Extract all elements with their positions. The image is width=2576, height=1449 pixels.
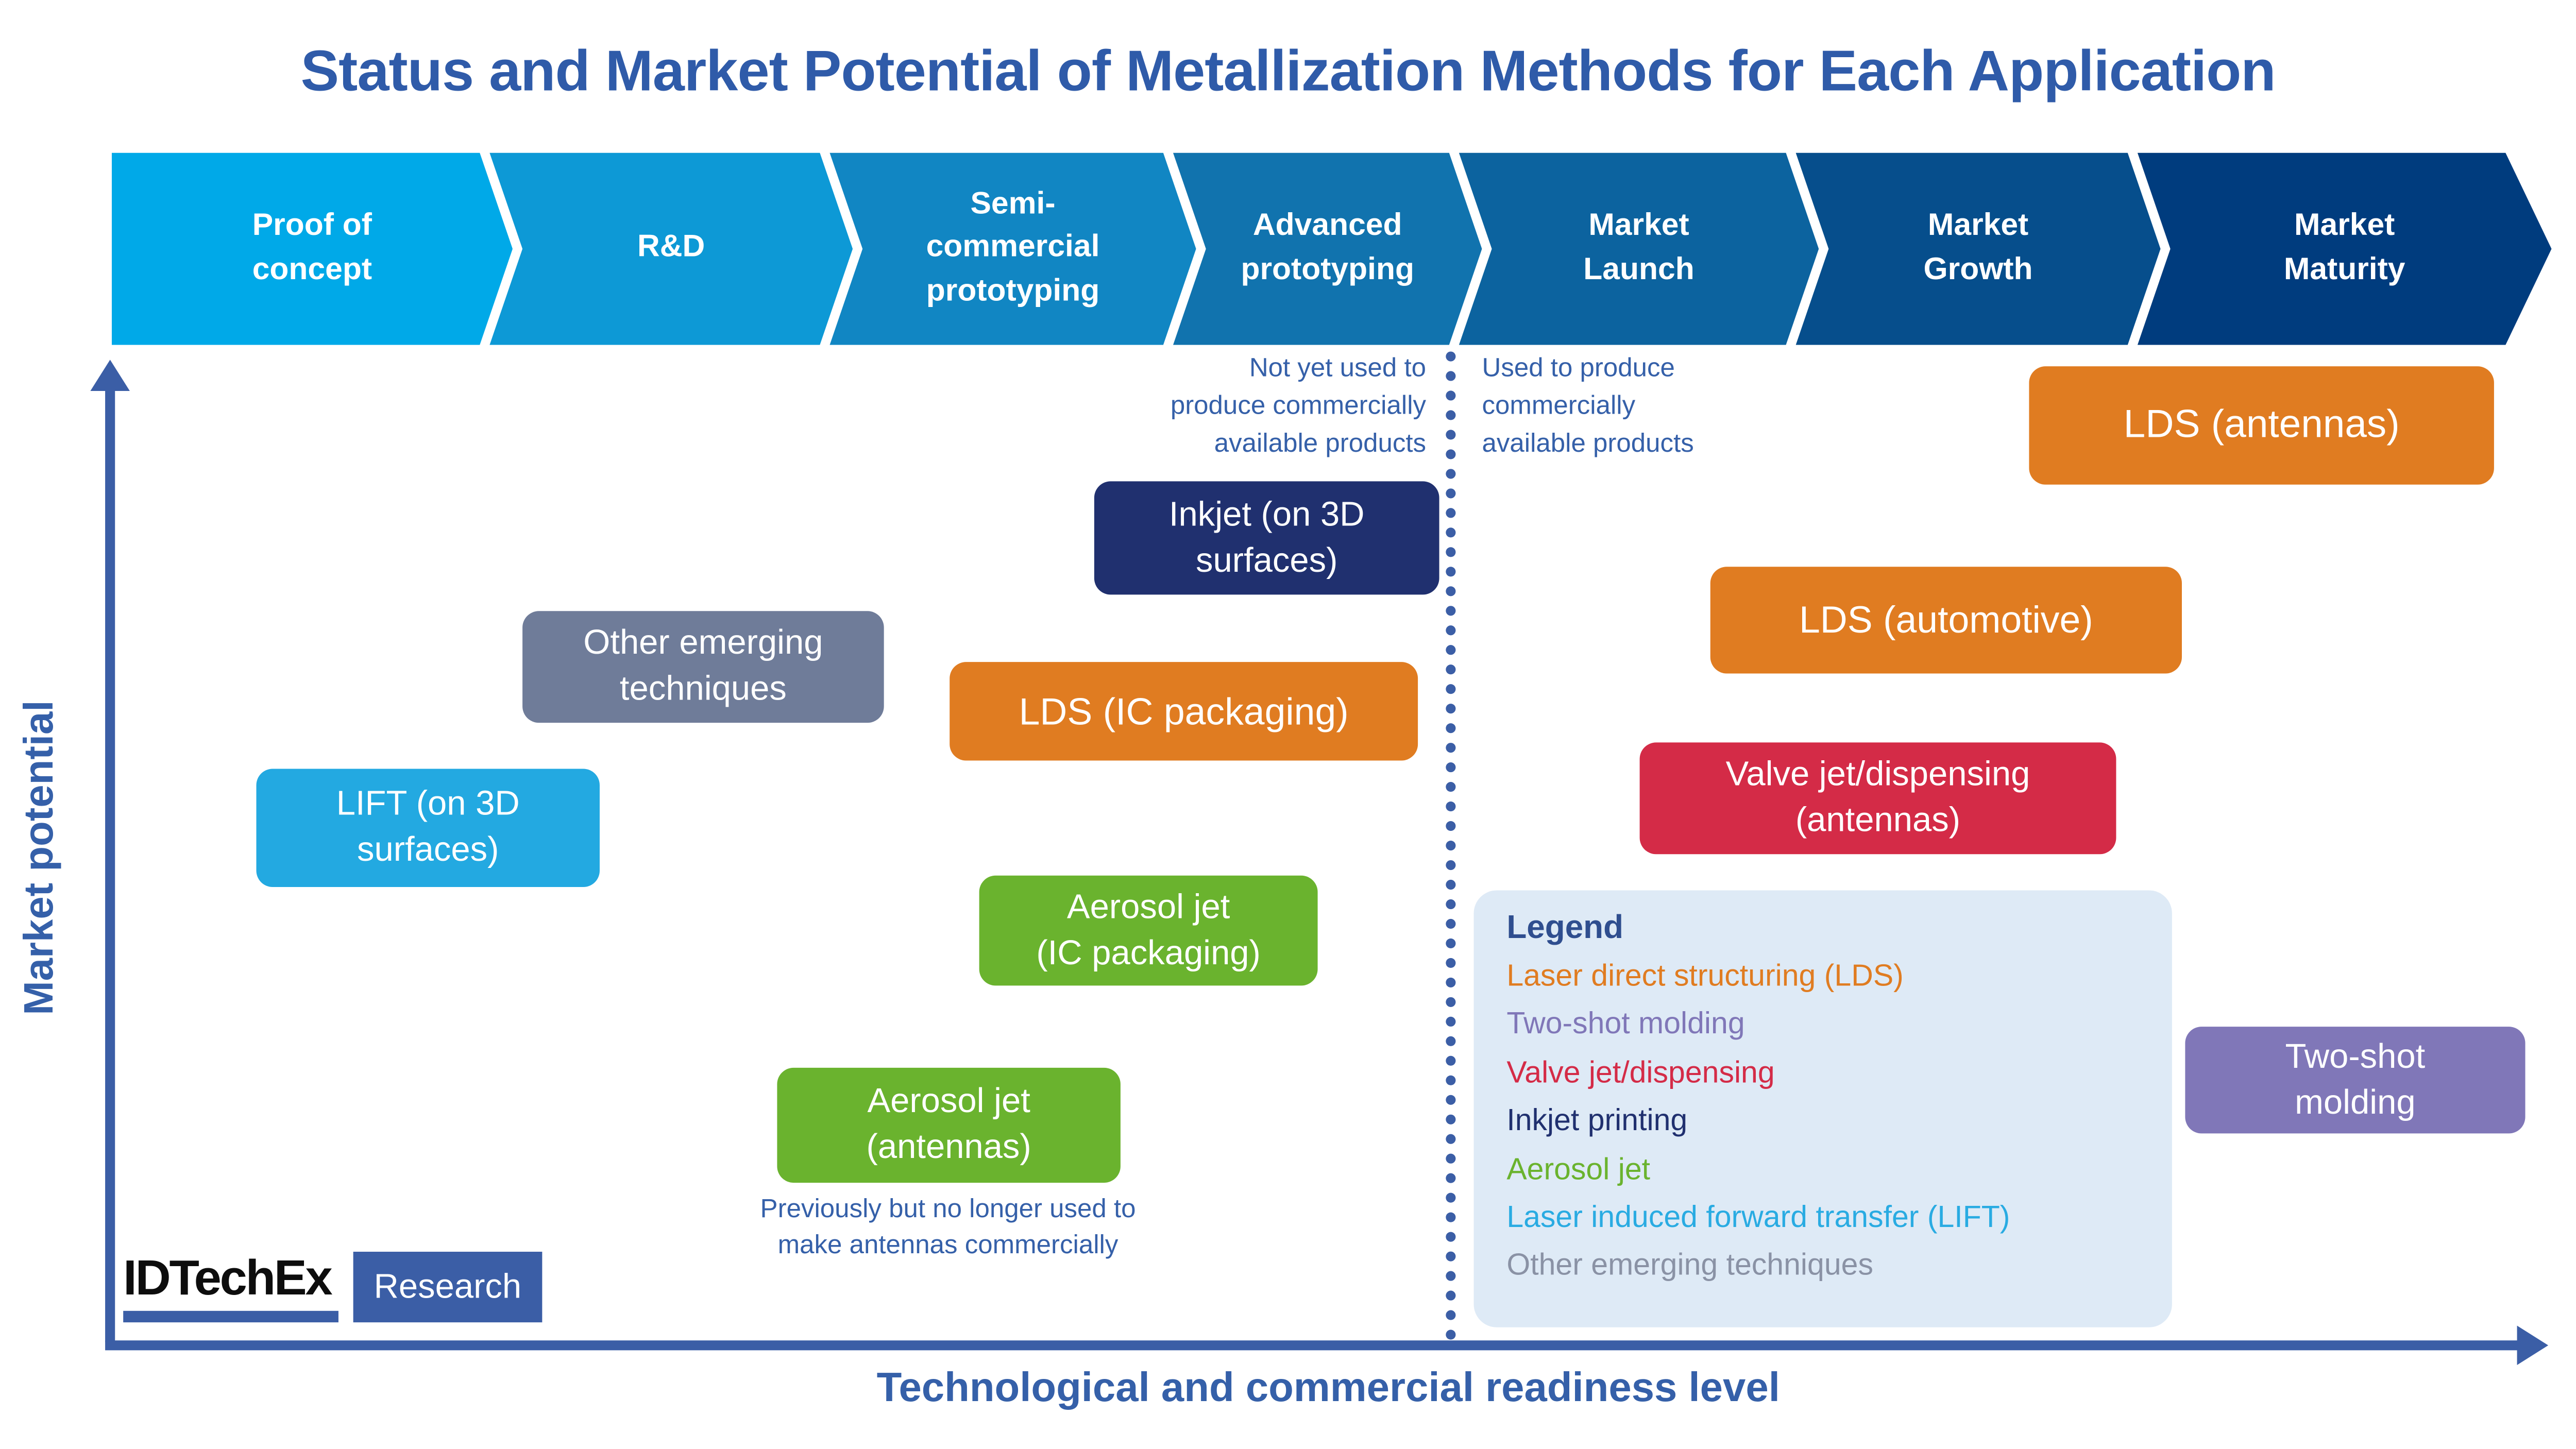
method-aerosol-jet-ic-packaging: Aerosol jet (IC packaging) xyxy=(979,875,1318,986)
method-inkjet-3d-surfaces: Inkjet (on 3D surfaces) xyxy=(1094,481,1439,595)
x-axis-line xyxy=(105,1340,2520,1351)
y-axis-arrow-icon xyxy=(90,360,130,391)
method-lds-ic-packaging: LDS (IC packaging) xyxy=(950,662,1418,761)
note-not-yet-commercial: Not yet used to produce commercially ava… xyxy=(1170,354,1427,459)
method-other-emerging-techniques: Other emerging techniques xyxy=(522,611,884,723)
idtechex-logo-brand: IDTechEx xyxy=(123,1252,338,1323)
method-lds-antennas: LDS (antennas) xyxy=(2029,366,2494,485)
stage-market-launch: Market Launch xyxy=(1459,153,1819,345)
legend-item-aerosol-jet: Aerosol jet xyxy=(1506,1151,1651,1186)
aerosol-antennas-footnote: Previously but no longer used to make an… xyxy=(760,1196,1136,1261)
note-commercial: Used to produce commercially available p… xyxy=(1482,354,1694,459)
legend-item-lds: Laser direct structuring (LDS) xyxy=(1506,958,1904,993)
x-axis-label: Technological and commercial readiness l… xyxy=(876,1365,1780,1411)
method-two-shot-molding: Two-shot molding xyxy=(2185,1027,2526,1134)
method-valve-jet-dispensing-antennas: Valve jet/dispensing (antennas) xyxy=(1639,742,2116,855)
y-axis-label: Market potential xyxy=(16,701,63,1016)
legend-item-valve-jet: Valve jet/dispensing xyxy=(1506,1054,1775,1089)
method-lift-3d-surfaces: LIFT (on 3D surfaces) xyxy=(256,769,600,888)
method-aerosol-jet-antennas: Aerosol jet (antennas) xyxy=(777,1067,1121,1183)
legend-item-other-emerging: Other emerging techniques xyxy=(1506,1247,1873,1282)
stage-semi-commercial-prototyping: Semi- commercial prototyping xyxy=(829,153,1196,345)
stage-market-growth: Market Growth xyxy=(1796,153,2161,345)
legend-item-inkjet: Inkjet printing xyxy=(1506,1102,1688,1137)
commercial-divider-line xyxy=(1446,351,1456,1341)
legend-item-two-shot-molding: Two-shot molding xyxy=(1506,1005,1745,1041)
method-lds-automotive: LDS (automotive) xyxy=(1710,567,2182,674)
page-title: Status and Market Potential of Metalliza… xyxy=(300,39,2276,104)
stage-advanced-prototyping: Advanced prototyping xyxy=(1173,153,1482,345)
stage-rnd: R&D xyxy=(489,153,853,345)
legend-title: Legend xyxy=(1506,910,1624,946)
x-axis-arrow-icon xyxy=(2517,1325,2549,1366)
idtechex-logo: IDTechEx Research xyxy=(123,1252,543,1323)
stage-market-maturity: Market Maturity xyxy=(2138,153,2552,345)
legend-panel: Legend Laser direct structuring (LDS) Tw… xyxy=(1473,890,2172,1327)
stage-proof-of-concept: Proof of concept xyxy=(112,153,513,345)
idtechex-logo-research-badge: Research xyxy=(352,1252,543,1323)
y-axis-line xyxy=(105,387,115,1342)
legend-item-lift: Laser induced forward transfer (LIFT) xyxy=(1506,1199,2010,1234)
